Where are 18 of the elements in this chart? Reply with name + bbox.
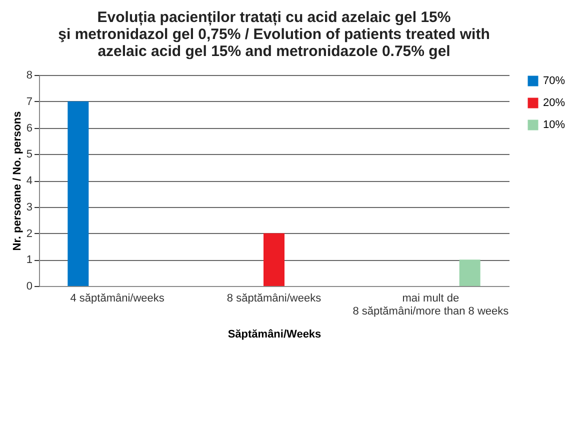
legend-label: 20% — [543, 97, 566, 109]
y-tick-label: 2 — [26, 228, 32, 240]
y-tick-label: 0 — [26, 280, 32, 292]
y-tick-label: 5 — [26, 148, 32, 161]
y-axis-title: Nr. persoane / No. persons — [11, 111, 24, 251]
x-tick-label: mai mult de 8 săptămâni/more than 8 weeks — [352, 292, 510, 318]
y-tick-label: 6 — [26, 122, 32, 134]
x-axis-title: Săptămâni/Weeks — [228, 328, 322, 340]
x-tick-label: 8 săptămâni/weeks — [226, 292, 322, 304]
y-tick-label: 7 — [26, 96, 32, 108]
legend-label: 70% — [543, 75, 566, 87]
y-tick-label: 4 — [26, 175, 32, 187]
y-tick-label: 8 — [26, 70, 32, 82]
y-tick-label: 3 — [26, 201, 32, 214]
chart-title: Evoluția pacienților tratați cu acid azelaic gel 15% şi metronidazol gel 0,75% / Evolution of patients treated with azelaic acid gel 15% and metronidazole 0.75% gel — [58, 9, 490, 60]
legend-label: 10% — [543, 119, 566, 131]
y-tick-label: 1 — [26, 254, 32, 266]
x-tick-label: 4 săptămâni/weeks — [70, 292, 165, 304]
